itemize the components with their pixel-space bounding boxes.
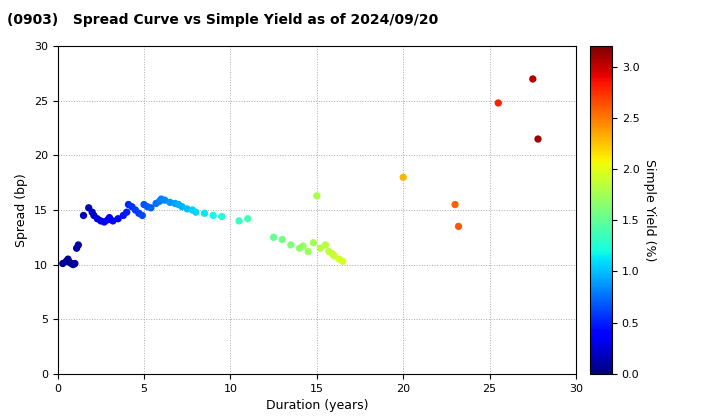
Point: [242, 215, 253, 222]
X-axis label: Duration (years): Duration (years): [266, 399, 368, 412]
Point: [130, 207, 141, 213]
Point: [268, 234, 279, 241]
Point: [233, 218, 245, 224]
Point: [307, 239, 319, 246]
Point: [91, 215, 103, 222]
Point: [320, 241, 331, 248]
Point: [532, 136, 544, 142]
Y-axis label: Spread (bp): Spread (bp): [15, 173, 28, 247]
Point: [154, 198, 166, 205]
Point: [397, 174, 409, 181]
Point: [133, 210, 145, 217]
Point: [57, 260, 68, 267]
Point: [181, 205, 193, 212]
Point: [117, 212, 129, 219]
Point: [173, 201, 184, 208]
Point: [138, 201, 150, 208]
Point: [83, 205, 94, 211]
Point: [190, 209, 202, 215]
Point: [62, 256, 73, 262]
Point: [150, 200, 162, 207]
Point: [99, 219, 110, 226]
Point: [199, 210, 210, 217]
Point: [216, 213, 228, 220]
Point: [102, 216, 114, 223]
Point: [60, 258, 72, 265]
Point: [176, 203, 188, 210]
Y-axis label: Simple Yield (%): Simple Yield (%): [643, 159, 656, 261]
Point: [186, 207, 198, 213]
Point: [104, 214, 115, 221]
Point: [323, 248, 335, 255]
Point: [207, 212, 219, 219]
Point: [169, 200, 181, 207]
Point: [145, 205, 157, 211]
Point: [294, 245, 305, 252]
Point: [302, 248, 314, 255]
Point: [88, 212, 99, 219]
Point: [68, 261, 79, 268]
Point: [137, 212, 148, 219]
Point: [285, 241, 297, 248]
Point: [449, 201, 461, 208]
Point: [142, 203, 153, 210]
Point: [297, 243, 309, 249]
Point: [527, 76, 539, 82]
Point: [122, 201, 134, 208]
Point: [159, 197, 171, 204]
Point: [78, 212, 89, 219]
Point: [69, 260, 81, 267]
Point: [311, 192, 323, 199]
Point: [121, 209, 132, 215]
Point: [276, 236, 288, 243]
Point: [327, 250, 338, 257]
Point: [492, 100, 504, 106]
Point: [86, 209, 98, 215]
Point: [66, 260, 77, 267]
Point: [64, 259, 76, 266]
Point: [73, 241, 84, 248]
Point: [315, 245, 326, 252]
Point: [112, 215, 124, 222]
Point: [328, 252, 340, 259]
Point: [95, 218, 107, 224]
Point: [337, 258, 348, 265]
Point: [126, 203, 138, 210]
Text: (0903)   Spread Curve vs Simple Yield as of 2024/09/20: (0903) Spread Curve vs Simple Yield as o…: [7, 13, 438, 26]
Point: [71, 245, 82, 252]
Point: [453, 223, 464, 230]
Point: [333, 256, 345, 262]
Point: [107, 218, 119, 224]
Point: [164, 199, 176, 206]
Point: [156, 196, 167, 202]
